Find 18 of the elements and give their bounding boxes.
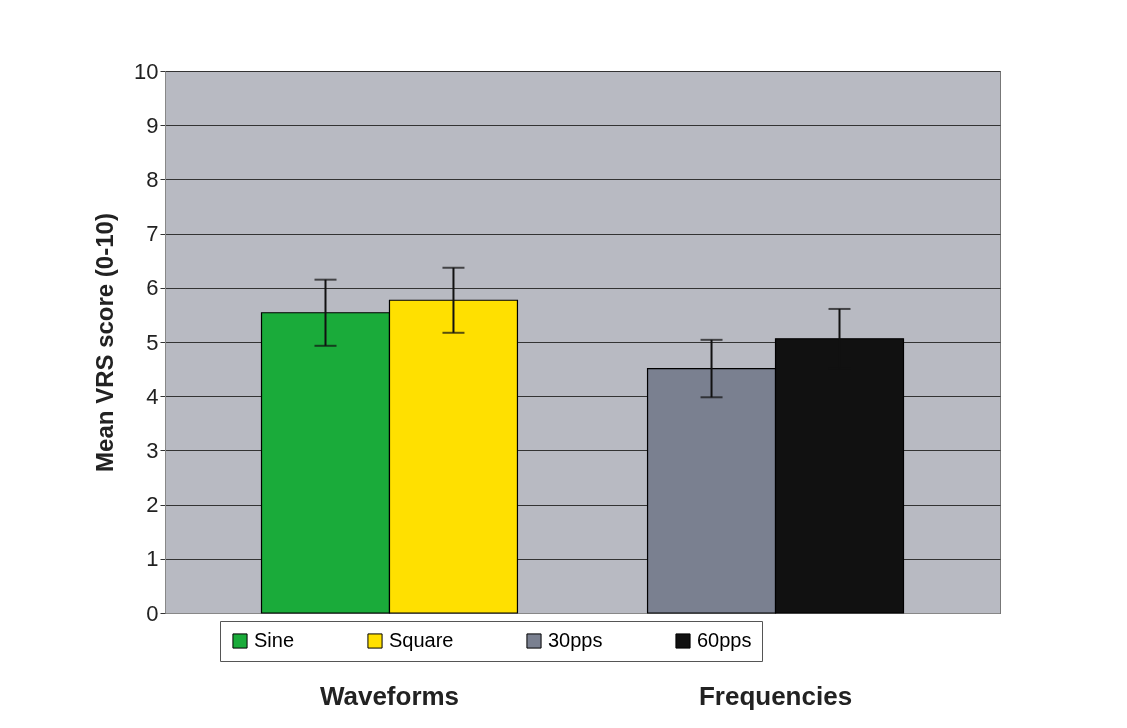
- x-tick-label: Frequencies: [698, 680, 853, 711]
- x-tick-label: Waveforms: [319, 680, 460, 711]
- legend-label: 60pps: [697, 629, 752, 651]
- y-tick-label: 1: [146, 546, 159, 572]
- y-tick-label: 4: [146, 383, 159, 409]
- y-tick-label: 5: [146, 329, 159, 355]
- y-tick-label: 7: [146, 221, 159, 247]
- legend-label: 30pps: [548, 629, 603, 651]
- y-tick-label: 10: [134, 58, 159, 84]
- y-tick-label: 0: [146, 600, 159, 626]
- y-tick-label: 3: [146, 437, 159, 463]
- y-tick-label: 2: [146, 492, 159, 518]
- y-tick-label: 9: [146, 112, 159, 138]
- y-axis-title: Mean VRS score (0-10): [91, 213, 119, 472]
- legend-label: Square: [389, 629, 454, 651]
- y-tick-label: 8: [146, 166, 159, 192]
- legend-label: Sine: [254, 629, 295, 651]
- y-tick-label: 6: [146, 275, 159, 301]
